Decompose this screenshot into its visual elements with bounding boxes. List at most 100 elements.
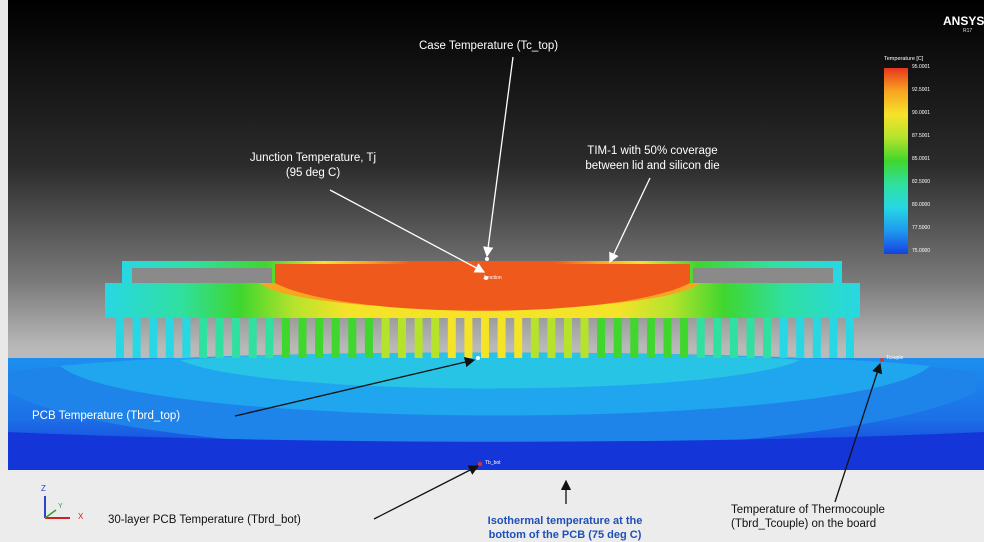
label-thermocouple: Temperature of Thermocouple (Tbrd_Tcoupl… — [731, 503, 885, 531]
label-junction-temperature: Junction Temperature, Tj (95 deg C) — [228, 151, 398, 181]
solder-ball — [530, 318, 539, 358]
solder-ball — [812, 318, 821, 358]
solder-ball — [182, 318, 191, 358]
label-pcb-bottom: 30-layer PCB Temperature (Tbrd_bot) — [108, 514, 301, 526]
solder-ball — [116, 318, 124, 358]
solder-ball — [431, 318, 440, 358]
solder-ball — [165, 318, 174, 358]
axis-x-label: X — [78, 512, 84, 521]
solder-ball — [298, 318, 307, 358]
solder-ball — [763, 318, 771, 358]
solder-ball — [497, 318, 506, 358]
tag-junction: Junction — [483, 275, 502, 281]
lid-inner-left — [132, 268, 272, 283]
annotation-panel — [0, 470, 984, 542]
label-pcb-top: PCB Temperature (Tbrd_top) — [32, 410, 181, 422]
label-thermocouple-line1: Temperature of Thermocouple — [731, 504, 885, 516]
legend-value: 95.0001 — [912, 64, 931, 70]
solder-ball-array — [116, 318, 854, 358]
solder-ball — [779, 318, 788, 358]
axis-y-label: Y — [58, 503, 63, 510]
solder-ball — [580, 318, 589, 358]
solder-ball — [746, 318, 755, 358]
solder-ball — [481, 318, 489, 358]
solder-ball — [232, 318, 241, 358]
solder-ball — [331, 318, 340, 358]
legend-value: 80.0000 — [912, 202, 931, 208]
probe-junction — [484, 276, 488, 280]
solder-ball — [315, 318, 324, 358]
label-thermocouple-line2: (Tbrd_Tcouple) on the board — [731, 518, 877, 530]
legend-value: 82.5000 — [912, 179, 931, 185]
label-tim-line1: TIM-1 with 50% coverage — [587, 145, 718, 157]
solder-ball — [215, 318, 224, 358]
solder-ball — [398, 318, 406, 358]
brand-version: R17 — [963, 28, 973, 34]
label-isothermal-line2: bottom of the PCB (75 deg C) — [488, 529, 642, 541]
label-case-temperature: Case Temperature (Tc_top) — [419, 40, 559, 52]
solder-ball — [846, 318, 854, 358]
arrow-pcb-top — [234, 357, 476, 417]
label-junction-line2: (95 deg C) — [285, 167, 341, 179]
label-isothermal: Isothermal temperature at the bottom of … — [450, 514, 680, 542]
solder-ball — [663, 318, 672, 358]
label-tim-line2: between lid and silicon die — [585, 160, 720, 172]
solder-ball — [564, 318, 572, 358]
label-tim: TIM-1 with 50% coverage between lid and … — [565, 144, 740, 174]
solder-ball — [597, 318, 606, 358]
pcb-contour-inner — [180, 352, 800, 389]
solder-ball — [646, 318, 655, 358]
solder-ball — [713, 318, 722, 358]
legend-value: 77.5000 — [912, 225, 931, 231]
silicon-die-hot-zone — [275, 264, 690, 311]
solder-ball — [364, 318, 373, 358]
legend-value: 87.5001 — [912, 133, 931, 139]
solder-ball — [149, 318, 158, 358]
probe-case — [485, 257, 489, 261]
label-isothermal-line1: Isothermal temperature at the — [487, 515, 643, 527]
solder-ball — [796, 318, 805, 358]
solder-ball — [132, 318, 141, 358]
solder-ball — [729, 318, 738, 358]
legend-value: 92.5001 — [912, 87, 931, 93]
solder-ball — [348, 318, 357, 358]
solder-ball — [680, 318, 689, 358]
solder-ball — [630, 318, 639, 358]
axis-z-label: Z — [41, 484, 46, 493]
solder-ball — [613, 318, 622, 358]
arrow-thermocouple — [834, 362, 883, 503]
arrow-tim — [609, 177, 651, 264]
arrow-case-temp — [483, 56, 514, 258]
brand-logo: ANSYS — [943, 14, 984, 28]
legend-value: 75.0000 — [912, 248, 931, 254]
solder-ball — [447, 318, 456, 358]
lid-inner-right — [693, 268, 833, 283]
solder-ball — [265, 318, 274, 358]
solder-ball — [199, 318, 207, 358]
legend-value: 85.0001 — [912, 156, 931, 162]
arrow-pcb-bot — [373, 465, 480, 520]
axis-triad — [44, 496, 70, 519]
legend-value: 90.0001 — [912, 110, 931, 116]
solder-ball — [381, 318, 390, 358]
solder-ball — [829, 318, 838, 358]
probe-pcb-top — [476, 356, 480, 360]
legend-values: 95.0001 92.5001 90.0001 87.5001 85.0001 … — [912, 64, 972, 264]
pcb-bottom-layer — [8, 432, 984, 470]
solder-ball — [414, 318, 423, 358]
label-junction-line1: Junction Temperature, Tj — [249, 152, 377, 164]
probe-thermocouple — [880, 358, 884, 362]
solder-ball — [547, 318, 556, 358]
tag-bottom: Tb_bot — [485, 460, 501, 466]
solder-ball — [696, 318, 705, 358]
solder-ball — [281, 318, 290, 358]
solder-ball — [464, 318, 473, 358]
legend-title: Temperature [C] — [884, 56, 924, 62]
tag-tcouple: Tcouple — [886, 355, 904, 361]
solder-ball — [248, 318, 257, 358]
solder-ball — [514, 318, 523, 358]
legend-color-bar — [884, 68, 908, 254]
arrow-junction-temp — [329, 189, 486, 273]
